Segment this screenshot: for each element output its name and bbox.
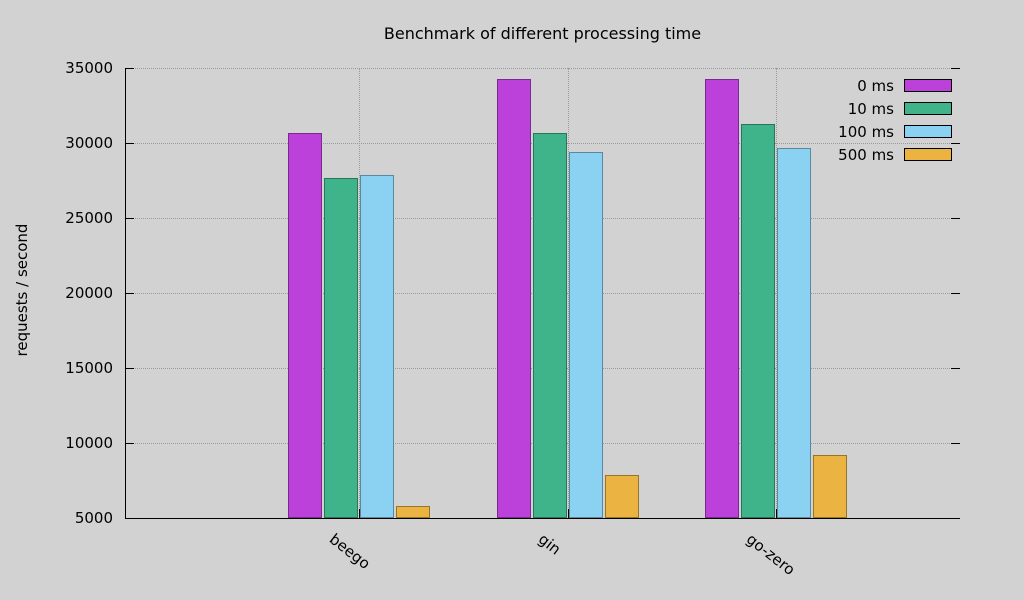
x-tick-label: go-zero [743,530,799,579]
legend-label: 100 ms [838,122,894,141]
y-tick-mark-right [951,68,960,69]
legend-swatch [904,102,952,115]
legend-label: 0 ms [857,76,894,95]
bar-10ms-go-zero [741,124,776,518]
y-tick-mark [125,218,134,219]
x-tick-label: beego [325,530,374,573]
legend-label: 10 ms [847,99,894,118]
y-tick-mark-right [951,443,960,444]
x-tick-mark [567,509,569,518]
chart-title: Benchmark of different processing time [383,24,702,43]
y-tick-label: 10000 [65,434,113,452]
legend-swatch [904,125,952,138]
y-tick-label: 30000 [65,134,113,152]
bar-0ms-go-zero [705,79,740,518]
bar-500ms-go-zero [813,455,848,518]
bar-10ms-beego [323,177,358,518]
legend: 0 ms 10 ms 100 ms 500 ms [818,74,952,166]
gridline-vertical [567,68,569,518]
bar-0ms-beego [287,132,322,518]
gridline-vertical [358,68,360,518]
y-tick-mark [125,293,134,294]
legend-row-100ms: 100 ms [818,120,952,143]
y-tick-mark [125,143,134,144]
y-tick-mark [125,368,134,369]
bar-100ms-beego [359,175,394,518]
legend-row-10ms: 10 ms [818,97,952,120]
y-axis-line [125,68,126,518]
y-tick-mark-right [951,293,960,294]
gridline-horizontal [125,68,960,69]
legend-swatch [904,148,952,161]
x-tick-mark [776,509,778,518]
bar-500ms-gin [604,474,639,518]
x-tick-mark [358,509,360,518]
x-axis-line [125,518,960,519]
legend-label: 500 ms [838,145,894,164]
bar-0ms-gin [496,78,531,518]
legend-swatch [904,79,952,92]
bar-100ms-go-zero [777,148,812,518]
legend-row-0ms: 0 ms [818,74,952,97]
y-tick-mark [125,443,134,444]
y-tick-label: 20000 [65,284,113,302]
y-tick-label: 25000 [65,209,113,227]
y-tick-label: 5000 [74,509,113,527]
y-tick-label: 35000 [65,59,113,77]
bar-10ms-gin [532,133,567,518]
legend-row-500ms: 500 ms [818,143,952,166]
bar-500ms-beego [395,506,430,518]
y-tick-mark-right [951,218,960,219]
y-tick-label: 15000 [65,359,113,377]
y-tick-mark-right [951,368,960,369]
x-tick-label: gin [534,530,564,559]
y-tick-mark [125,68,134,69]
bar-100ms-gin [568,152,603,518]
gridline-vertical [776,68,778,518]
y-tick-mark-right [951,143,960,144]
